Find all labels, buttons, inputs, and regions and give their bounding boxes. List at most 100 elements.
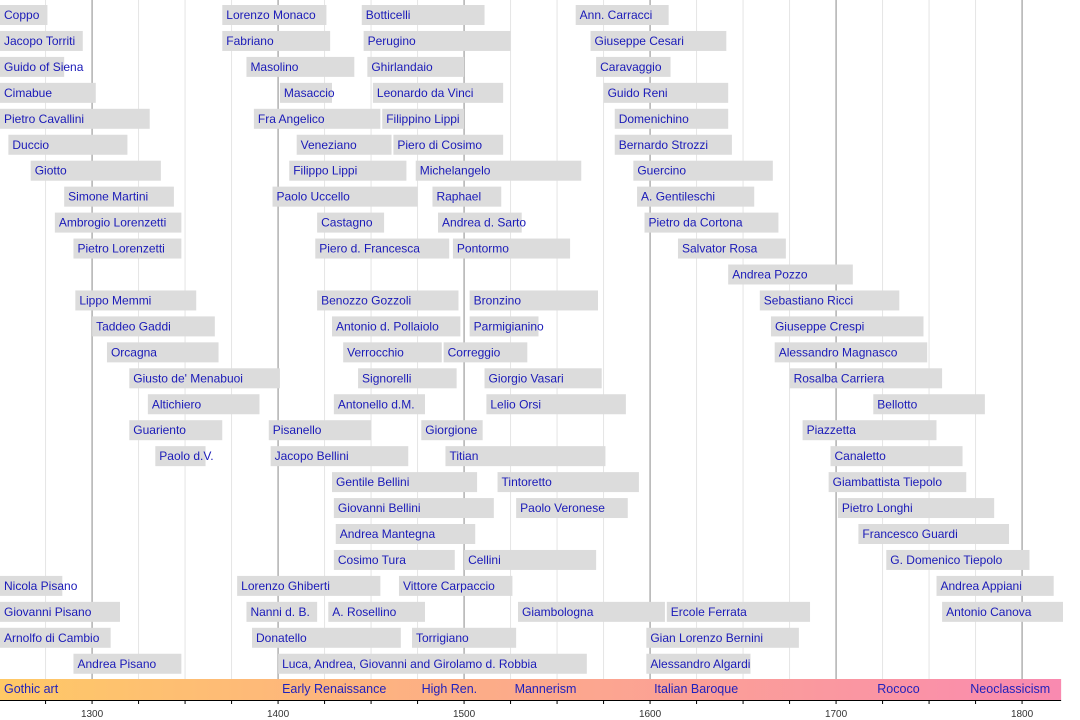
artist-bar[interactable]: Piero di Cosimo: [393, 134, 504, 155]
artist-bar[interactable]: Tintoretto: [497, 472, 639, 493]
artist-bar[interactable]: Luca, Andrea, Giovanni and Girolamo d. R…: [278, 653, 587, 674]
artist-bar[interactable]: Masolino: [246, 56, 355, 77]
artist-bar[interactable]: Signorelli: [358, 368, 457, 389]
artist-bar[interactable]: Verrocchio: [343, 342, 442, 363]
artist-bar[interactable]: Lelio Orsi: [486, 394, 626, 415]
artist-bar[interactable]: Veneziano: [296, 134, 392, 155]
artist-bar[interactable]: Ambrogio Lorenzetti: [54, 212, 182, 233]
artist-bar[interactable]: Coppo: [0, 5, 48, 25]
artist-bar[interactable]: Paolo Veronese: [516, 498, 628, 519]
artist-bar[interactable]: Antonello d.M.: [333, 394, 426, 415]
artist-label: Filippo Lippi: [293, 164, 357, 178]
artist-bar[interactable]: Filippo Lippi: [289, 160, 407, 181]
artist-bar-rect: [317, 290, 459, 311]
artist-bar[interactable]: Piazzetta: [802, 420, 937, 441]
artist-bar[interactable]: Cellini: [464, 549, 597, 570]
artist-bar[interactable]: Pontormo: [452, 238, 571, 259]
artist-bar[interactable]: Lorenzo Monaco: [222, 5, 327, 25]
artist-bar[interactable]: Alessandro Magnasco: [774, 342, 928, 363]
artist-bar[interactable]: Andrea Pozzo: [728, 264, 853, 285]
artist-bar[interactable]: Gian Lorenzo Bernini: [646, 627, 799, 648]
artist-bar[interactable]: Cosimo Tura: [333, 549, 455, 570]
artist-bar[interactable]: Canaletto: [830, 446, 963, 467]
artist-bar[interactable]: Bernardo Strozzi: [614, 134, 732, 155]
artist-bar[interactable]: A. Gentileschi: [637, 186, 755, 207]
artist-bar[interactable]: Gentile Bellini: [332, 472, 478, 493]
artist-bar[interactable]: Lippo Memmi: [75, 290, 197, 311]
artist-bar[interactable]: Guercino: [633, 160, 773, 181]
artist-bar[interactable]: Parmigianino: [469, 316, 544, 337]
artist-bar[interactable]: Giovanni Pisano: [0, 601, 120, 622]
artist-bar[interactable]: Ghirlandaio: [367, 56, 465, 77]
artist-bar[interactable]: Antonio Canova: [942, 601, 1063, 622]
artist-bar[interactable]: Raphael: [432, 186, 502, 207]
artist-bar[interactable]: Piero d. Francesca: [315, 238, 450, 259]
artist-bar[interactable]: Ercole Ferrata: [666, 601, 811, 622]
artist-bar[interactable]: Benozzo Gozzoli: [317, 290, 459, 311]
artist-bar[interactable]: Titian: [445, 446, 606, 467]
artist-bar[interactable]: Paolo d.V.: [155, 446, 214, 467]
artist-bar[interactable]: Pisanello: [268, 420, 372, 441]
artist-bar[interactable]: Simone Martini: [64, 186, 174, 207]
artist-bar[interactable]: Nicola Pisano: [0, 575, 78, 596]
artist-bar[interactable]: Pietro Cavallini: [0, 108, 150, 129]
artist-bar[interactable]: Altichiero: [147, 394, 260, 415]
artist-bar[interactable]: Jacopo Torriti: [0, 30, 83, 51]
artist-bar[interactable]: Giuseppe Crespi: [770, 316, 924, 337]
artist-bar[interactable]: Antonio d. Pollaiolo: [332, 316, 461, 337]
artist-bar[interactable]: Paolo Uccello: [272, 186, 418, 207]
artist-bar[interactable]: Sebastiano Ricci: [759, 290, 900, 311]
artist-bar[interactable]: Perugino: [363, 30, 511, 51]
artist-bar[interactable]: Botticelli: [361, 5, 485, 25]
artist-bar[interactable]: Ann. Carracci: [575, 5, 669, 25]
artist-bar[interactable]: Domenichino: [614, 108, 729, 129]
artist-bar[interactable]: Cimabue: [0, 82, 96, 103]
artist-bar[interactable]: Pietro Lorenzetti: [73, 238, 182, 259]
artist-bar[interactable]: Guido of Siena: [0, 56, 84, 77]
artist-bar[interactable]: Lorenzo Ghiberti: [237, 575, 381, 596]
artist-bar[interactable]: Donatello: [252, 627, 401, 648]
artist-bar[interactable]: Taddeo Gaddi: [92, 316, 215, 337]
artist-bar[interactable]: Michelangelo: [415, 160, 582, 181]
artist-bar[interactable]: Caravaggio: [596, 56, 671, 77]
artist-bar[interactable]: Giorgio Vasari: [484, 368, 602, 389]
artist-bar[interactable]: Pietro da Cortona: [644, 212, 779, 233]
artist-bar[interactable]: A. Rosellino: [328, 601, 426, 622]
artist-bar[interactable]: Bellotto: [873, 394, 985, 415]
artist-bar[interactable]: Guariento: [129, 420, 223, 441]
artist-bar[interactable]: Duccio: [8, 134, 128, 155]
artist-bar[interactable]: Giusto de' Menabuoi: [129, 368, 280, 389]
artist-bar[interactable]: Rosalba Carriera: [789, 368, 943, 389]
artist-bar[interactable]: Francesco Guardi: [858, 524, 1010, 544]
artist-bar[interactable]: Pietro Longhi: [837, 498, 995, 519]
artist-bar[interactable]: Correggio: [443, 342, 528, 363]
artist-bar[interactable]: Masaccio: [279, 82, 335, 103]
artist-bar[interactable]: Leonardo da Vinci: [372, 82, 504, 103]
artist-bar[interactable]: Alessandro Algardi: [646, 653, 751, 674]
artist-bar[interactable]: Orcagna: [106, 342, 219, 363]
artist-bar[interactable]: Arnolfo di Cambio: [0, 627, 111, 648]
artist-bar[interactable]: Andrea Mantegna: [335, 524, 476, 544]
artist-bar[interactable]: Giambattista Tiepolo: [828, 472, 967, 493]
artist-bar[interactable]: Bronzino: [469, 290, 598, 311]
artist-bar[interactable]: Giovanni Bellini: [333, 498, 494, 519]
artist-bar[interactable]: Giorgione: [421, 420, 483, 441]
artist-bar[interactable]: Giambologna: [518, 601, 665, 622]
artist-bar[interactable]: Nanni d. B.: [246, 601, 318, 622]
artist-bar[interactable]: Castagno: [317, 212, 385, 233]
artist-bar[interactable]: Fabriano: [222, 30, 331, 51]
artist-bar[interactable]: Giotto: [30, 160, 161, 181]
artist-bar[interactable]: Fra Angelico: [253, 108, 381, 129]
artist-bar[interactable]: Torrigiano: [411, 627, 517, 648]
artist-bar[interactable]: Andrea Pisano: [73, 653, 182, 674]
artist-bar[interactable]: Vittore Carpaccio: [398, 575, 513, 596]
artist-bar[interactable]: Salvator Rosa: [677, 238, 786, 259]
artist-bar[interactable]: Jacopo Bellini: [270, 446, 409, 467]
artist-label: Castagno: [321, 216, 373, 230]
artist-bar[interactable]: Andrea d. Sarto: [438, 212, 526, 233]
artist-bar[interactable]: G. Domenico Tiepolo: [886, 549, 1030, 570]
artist-bar[interactable]: Andrea Appiani: [936, 575, 1054, 596]
artist-bar[interactable]: Guido Reni: [603, 82, 729, 103]
artist-bar[interactable]: Filippino Lippi: [382, 108, 465, 129]
artist-bar[interactable]: Giuseppe Cesari: [590, 30, 727, 51]
